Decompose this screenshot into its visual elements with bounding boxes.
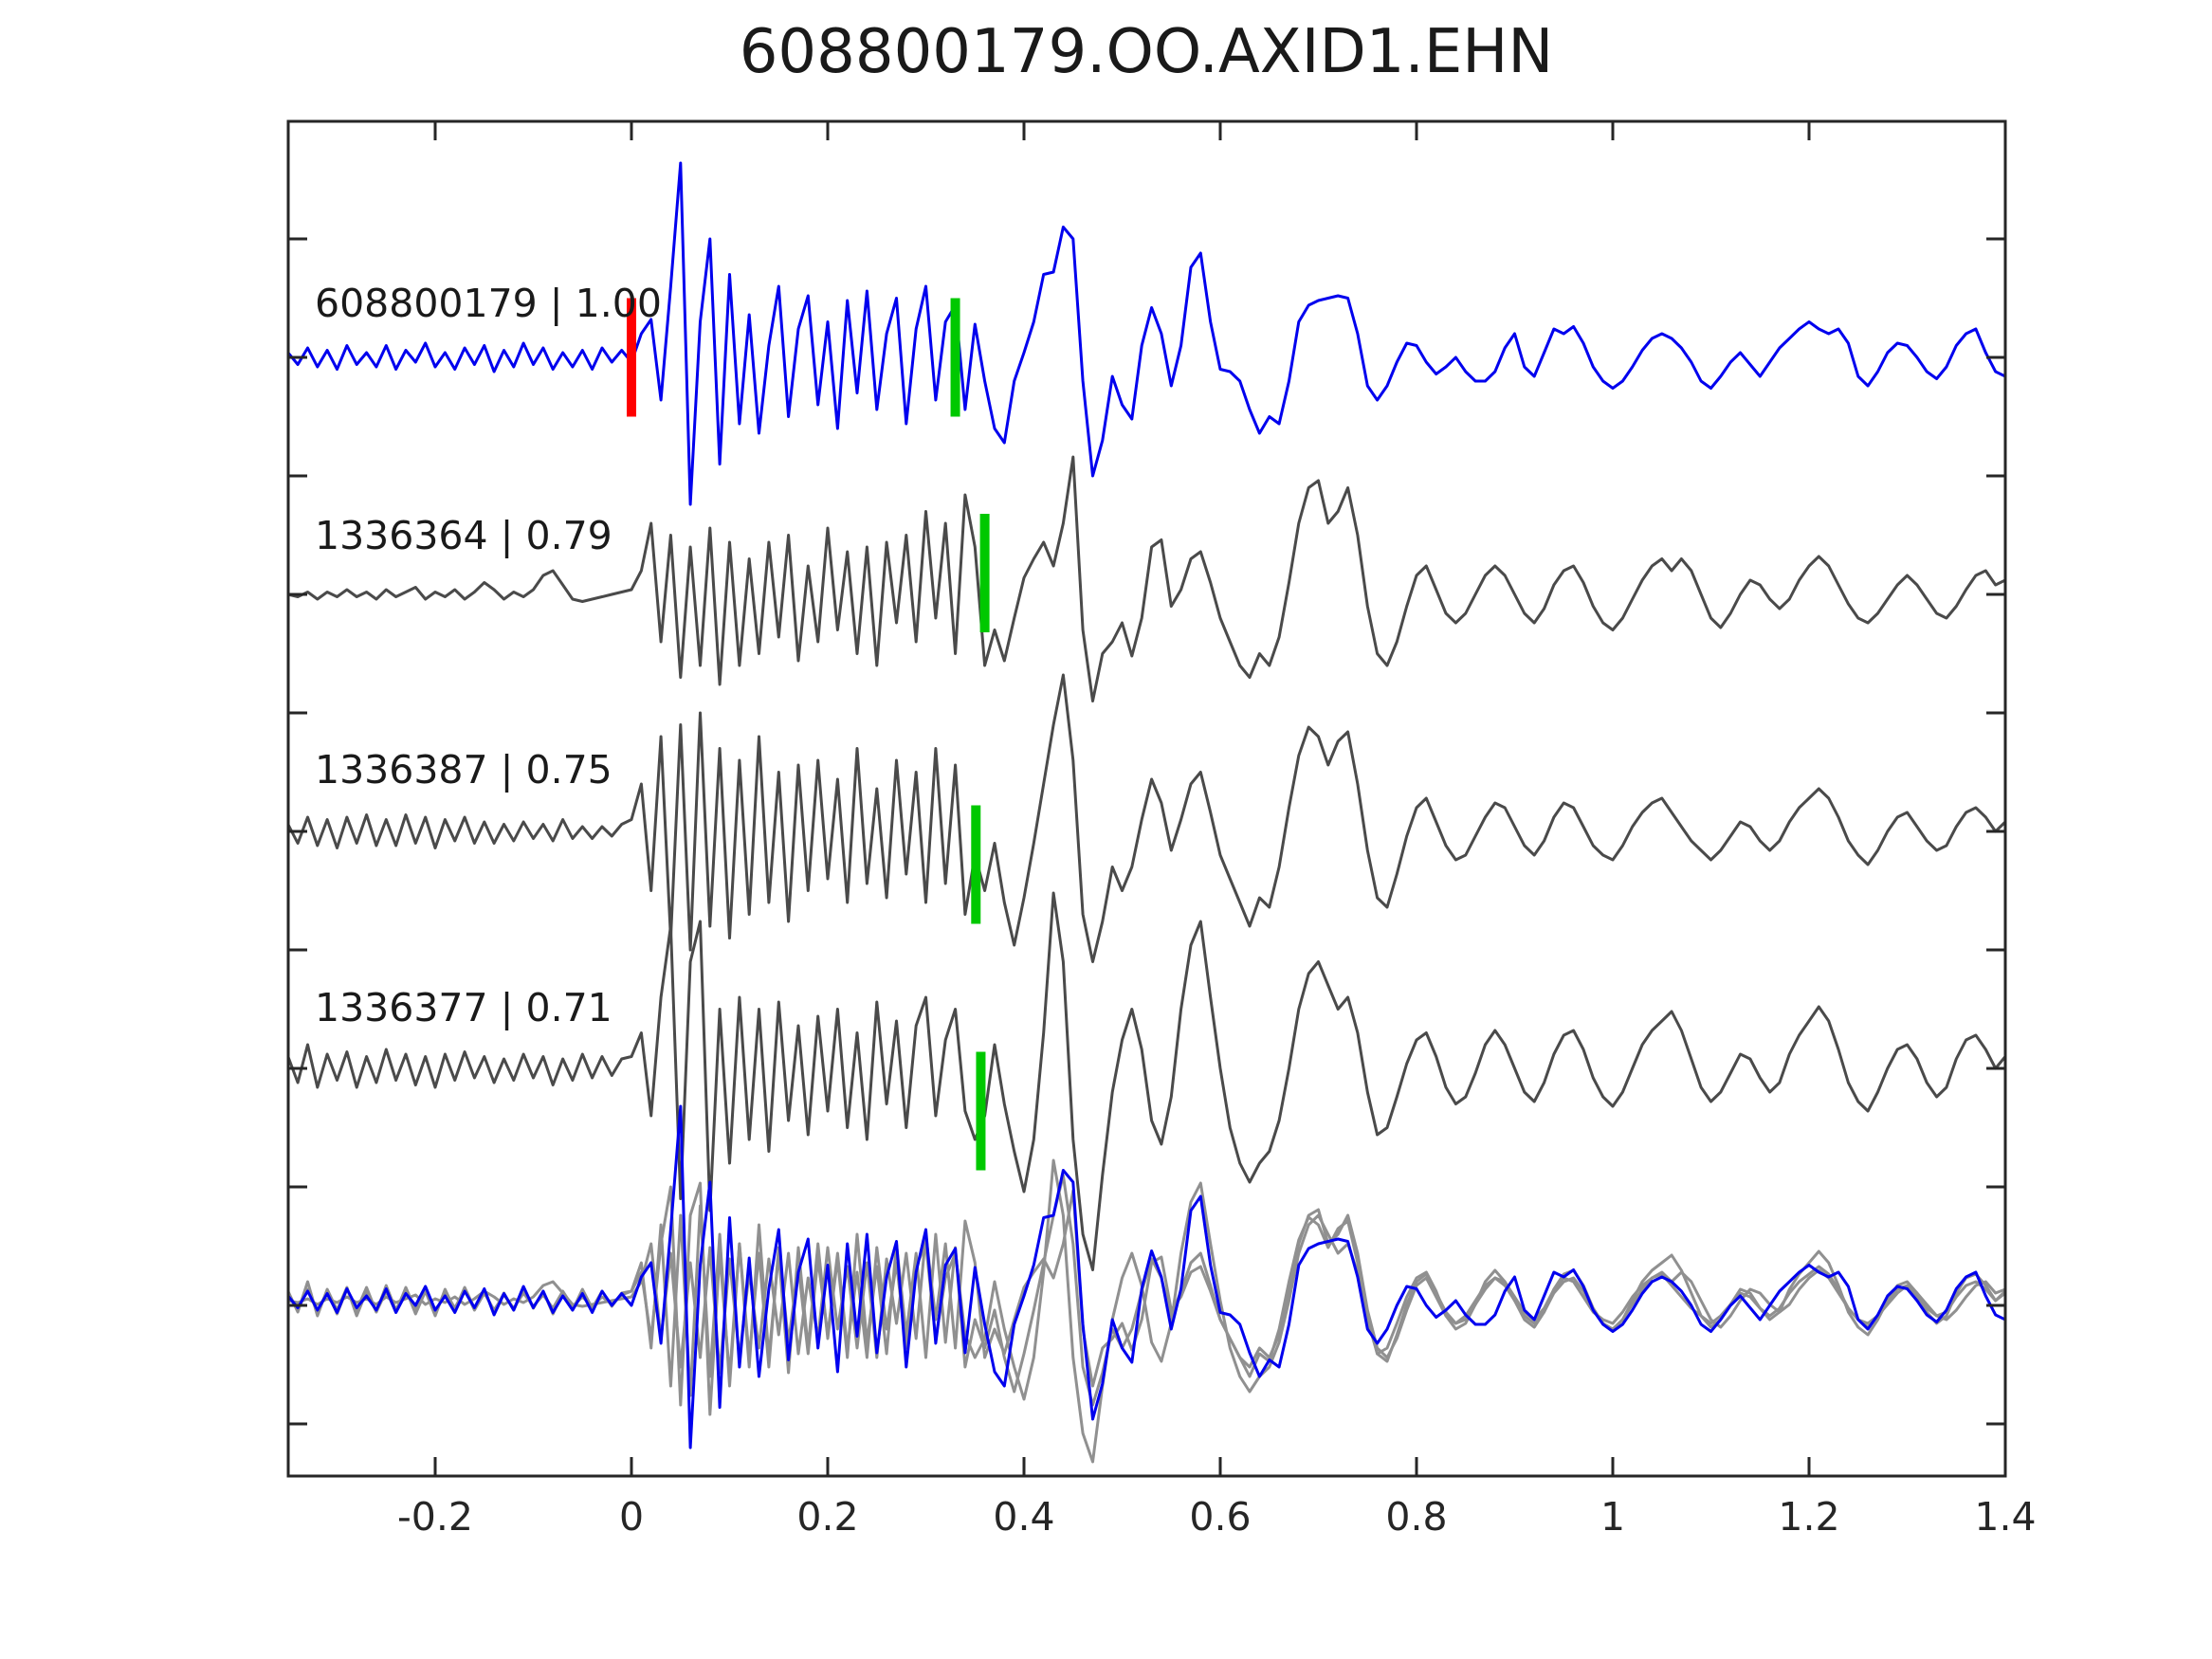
x-tick-label: 1.4	[1974, 1494, 2037, 1540]
page-title: 608800179.OO.AXID1.EHN	[739, 17, 1554, 87]
x-tick-label: 0	[618, 1494, 645, 1540]
x-tick-label: -0.2	[397, 1494, 473, 1540]
markers-group	[627, 298, 990, 1171]
trace-1336387-waveform	[288, 673, 2005, 963]
trace-label-1336377: 1336377 | 0.71	[315, 985, 612, 1030]
overlay-trace-1336364	[288, 1189, 2005, 1388]
x-tick-label: 0.4	[993, 1494, 1055, 1540]
overlay-trace-1336377	[288, 1158, 2005, 1464]
trace-label-1336387: 1336387 | 0.75	[315, 747, 612, 793]
trace-1336364-waveform	[288, 455, 2005, 702]
x-tick-label: 0.2	[796, 1494, 859, 1540]
traces-group	[288, 161, 2005, 1464]
axes-frame	[286, 119, 2007, 1478]
overlay-trace-608800179	[288, 1104, 2005, 1449]
trace-608800179-waveform	[288, 161, 2005, 506]
axis-ticks	[288, 121, 2007, 1476]
trace-label-608800179: 608800179 | 1.00	[315, 281, 662, 326]
x-tick-label: 0.8	[1385, 1494, 1448, 1540]
trace-label-1336364: 1336364 | 0.79	[315, 513, 612, 558]
x-tick-label: 1	[1600, 1494, 1626, 1540]
x-tick-label: 1.2	[1778, 1494, 1840, 1540]
trace-1336377-waveform	[288, 891, 2005, 1271]
x-tick-label: 0.6	[1189, 1494, 1252, 1540]
